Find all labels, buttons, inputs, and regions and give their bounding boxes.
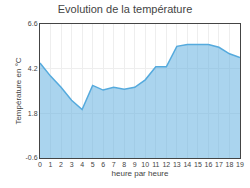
svg-text:19: 19: [236, 161, 244, 168]
svg-text:15: 15: [194, 161, 202, 168]
svg-text:1: 1: [49, 161, 53, 168]
svg-text:3: 3: [70, 161, 74, 168]
svg-text:heure par heure: heure par heure: [112, 169, 169, 178]
svg-text:4.2: 4.2: [28, 65, 38, 72]
svg-text:6.6: 6.6: [28, 20, 38, 27]
svg-text:18: 18: [226, 161, 234, 168]
svg-text:13: 13: [173, 161, 181, 168]
svg-text:7: 7: [112, 161, 116, 168]
svg-text:6: 6: [101, 161, 105, 168]
svg-text:9: 9: [133, 161, 137, 168]
svg-text:-0.6: -0.6: [26, 154, 38, 161]
svg-text:10: 10: [141, 161, 149, 168]
svg-text:14: 14: [183, 161, 191, 168]
svg-text:8: 8: [122, 161, 126, 168]
svg-text:17: 17: [215, 161, 223, 168]
svg-text:4: 4: [80, 161, 84, 168]
svg-text:16: 16: [205, 161, 213, 168]
svg-text:12: 12: [162, 161, 170, 168]
svg-text:0: 0: [38, 161, 42, 168]
svg-text:5: 5: [91, 161, 95, 168]
svg-text:1.8: 1.8: [28, 110, 38, 117]
svg-text:11: 11: [152, 161, 159, 168]
svg-text:Température en °C: Température en °C: [14, 57, 23, 124]
svg-text:2: 2: [59, 161, 63, 168]
svg-text:Evolution de la température: Evolution de la température: [58, 3, 193, 15]
